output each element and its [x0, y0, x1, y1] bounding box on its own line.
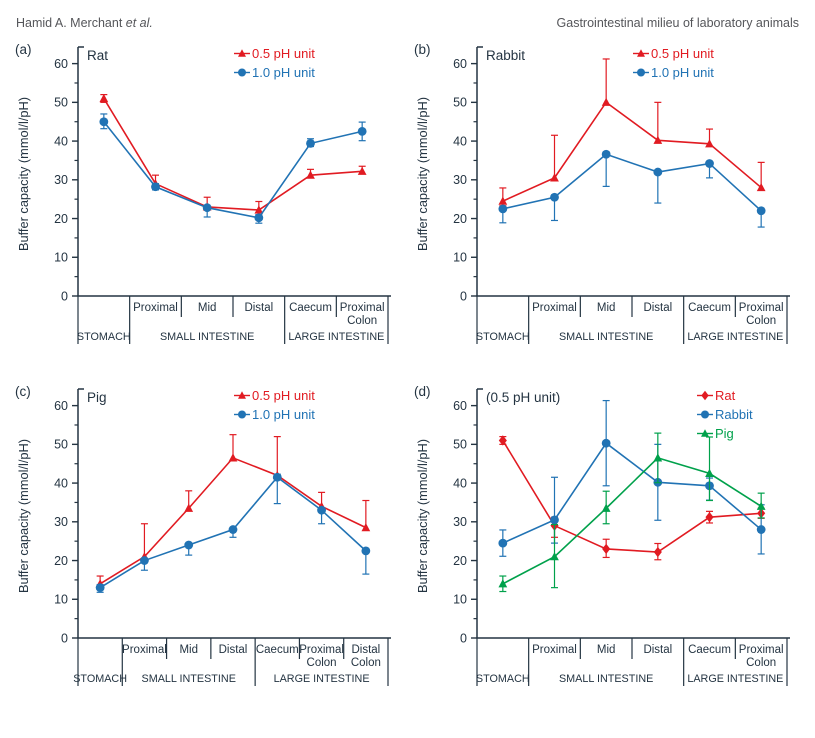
- svg-text:Colon: Colon: [347, 315, 377, 327]
- svg-text:10: 10: [453, 593, 467, 607]
- svg-text:Buffer capacity (mmol/l/pH): Buffer capacity (mmol/l/pH): [16, 97, 31, 251]
- svg-text:(d): (d): [414, 384, 431, 399]
- svg-text:50: 50: [54, 96, 68, 110]
- svg-text:Colon: Colon: [746, 315, 776, 327]
- svg-text:Proximal: Proximal: [122, 644, 167, 656]
- svg-text:0.5 pH unit: 0.5 pH unit: [651, 46, 714, 61]
- svg-text:STOMACH: STOMACH: [73, 673, 127, 685]
- panel-d-species-comparison-chart: 0 10 20 30 40 50 60 Proximal Mid Distal Caecum Prox…: [414, 384, 790, 686]
- svg-text:STOMACH: STOMACH: [476, 331, 530, 343]
- svg-text:40: 40: [54, 134, 68, 148]
- svg-text:60: 60: [453, 57, 467, 71]
- svg-text:0.5 pH unit: 0.5 pH unit: [252, 46, 315, 61]
- svg-text:Colon: Colon: [351, 657, 381, 669]
- page-header: Hamid A. Merchant et al. Gastrointestina…: [0, 0, 815, 34]
- article-running-title: Gastrointestinal milieu of laboratory an…: [556, 16, 799, 30]
- svg-text:LARGE INTESTINE: LARGE INTESTINE: [687, 673, 783, 685]
- svg-text:Proximal: Proximal: [340, 302, 385, 314]
- svg-text:Caecum: Caecum: [688, 302, 731, 314]
- svg-text:Mid: Mid: [597, 644, 616, 656]
- svg-text:Proximal: Proximal: [739, 302, 784, 314]
- svg-text:Rat: Rat: [715, 388, 736, 403]
- svg-text:20: 20: [54, 554, 68, 568]
- svg-text:SMALL INTESTINE: SMALL INTESTINE: [160, 331, 254, 343]
- svg-text:Proximal: Proximal: [739, 644, 784, 656]
- svg-text:Rabbit: Rabbit: [715, 407, 753, 422]
- panel-a-rat-buffer-capacity-chart: 0 10 20 30 40 50 60 Proximal Mid Distal Caecum Prox…: [15, 42, 391, 344]
- svg-text:40: 40: [453, 476, 467, 490]
- svg-text:0: 0: [460, 631, 467, 645]
- svg-text:Mid: Mid: [597, 302, 616, 314]
- svg-text:10: 10: [54, 593, 68, 607]
- svg-text:Buffer capacity (mmol/l/pH): Buffer capacity (mmol/l/pH): [16, 439, 31, 593]
- svg-text:(c): (c): [15, 384, 31, 399]
- svg-text:Proximal: Proximal: [532, 644, 577, 656]
- svg-text:SMALL INTESTINE: SMALL INTESTINE: [142, 673, 236, 685]
- svg-text:20: 20: [54, 212, 68, 226]
- svg-text:Pig: Pig: [715, 426, 734, 441]
- svg-text:Buffer capacity (mmol/l/pH): Buffer capacity (mmol/l/pH): [415, 439, 430, 593]
- svg-text:SMALL INTESTINE: SMALL INTESTINE: [559, 331, 653, 343]
- svg-text:10: 10: [453, 251, 467, 265]
- svg-text:Proximal: Proximal: [299, 644, 344, 656]
- svg-text:(0.5 pH unit): (0.5 pH unit): [486, 390, 560, 405]
- svg-text:(a): (a): [15, 42, 32, 57]
- svg-text:SMALL INTESTINE: SMALL INTESTINE: [559, 673, 653, 685]
- svg-text:Distal: Distal: [643, 302, 672, 314]
- svg-text:30: 30: [453, 515, 467, 529]
- svg-text:30: 30: [54, 515, 68, 529]
- svg-text:1.0 pH unit: 1.0 pH unit: [252, 407, 315, 422]
- figure-panel-grid: 0 10 20 30 40 50 60 Proximal Mid Distal Caecum Prox…: [0, 34, 815, 712]
- svg-text:10: 10: [54, 251, 68, 265]
- author-running-head: Hamid A. Merchant et al.: [16, 16, 153, 30]
- svg-text:Rat: Rat: [87, 48, 108, 63]
- svg-text:Colon: Colon: [746, 657, 776, 669]
- svg-text:Buffer capacity (mmol/l/pH): Buffer capacity (mmol/l/pH): [415, 97, 430, 251]
- svg-text:(b): (b): [414, 42, 431, 57]
- svg-text:Proximal: Proximal: [133, 302, 178, 314]
- svg-text:0: 0: [61, 631, 68, 645]
- svg-text:1.0 pH unit: 1.0 pH unit: [252, 65, 315, 80]
- svg-text:30: 30: [54, 173, 68, 187]
- svg-text:0.5 pH unit: 0.5 pH unit: [252, 388, 315, 403]
- svg-text:Distal: Distal: [219, 644, 248, 656]
- svg-text:Distal: Distal: [244, 302, 273, 314]
- svg-text:50: 50: [453, 96, 467, 110]
- svg-text:Rabbit: Rabbit: [486, 48, 525, 63]
- svg-text:Mid: Mid: [179, 644, 198, 656]
- svg-text:LARGE INTESTINE: LARGE INTESTINE: [274, 673, 370, 685]
- svg-text:60: 60: [54, 57, 68, 71]
- svg-text:LARGE INTESTINE: LARGE INTESTINE: [687, 331, 783, 343]
- svg-text:50: 50: [54, 438, 68, 452]
- svg-text:30: 30: [453, 173, 467, 187]
- svg-text:STOMACH: STOMACH: [476, 673, 530, 685]
- svg-text:40: 40: [453, 134, 467, 148]
- svg-text:40: 40: [54, 476, 68, 490]
- svg-text:60: 60: [453, 399, 467, 413]
- svg-text:50: 50: [453, 438, 467, 452]
- svg-text:20: 20: [453, 554, 467, 568]
- svg-text:60: 60: [54, 399, 68, 413]
- svg-text:20: 20: [453, 212, 467, 226]
- et-al-text: et al.: [125, 16, 153, 30]
- svg-text:0: 0: [460, 289, 467, 303]
- svg-text:0: 0: [61, 289, 68, 303]
- svg-text:Distal: Distal: [351, 644, 380, 656]
- svg-text:Pig: Pig: [87, 390, 107, 405]
- panel-b-rabbit-buffer-capacity-chart: 0 10 20 30 40 50 60 Proximal Mid Distal Caecum Prox…: [414, 42, 790, 344]
- svg-text:Proximal: Proximal: [532, 302, 577, 314]
- svg-text:STOMACH: STOMACH: [77, 331, 131, 343]
- svg-text:Caecum: Caecum: [688, 644, 731, 656]
- svg-text:Caecum: Caecum: [289, 302, 332, 314]
- svg-text:Colon: Colon: [307, 657, 337, 669]
- svg-text:Distal: Distal: [643, 644, 672, 656]
- svg-text:1.0 pH unit: 1.0 pH unit: [651, 65, 714, 80]
- svg-text:Mid: Mid: [198, 302, 217, 314]
- svg-text:LARGE INTESTINE: LARGE INTESTINE: [288, 331, 384, 343]
- svg-text:Caecum: Caecum: [256, 644, 299, 656]
